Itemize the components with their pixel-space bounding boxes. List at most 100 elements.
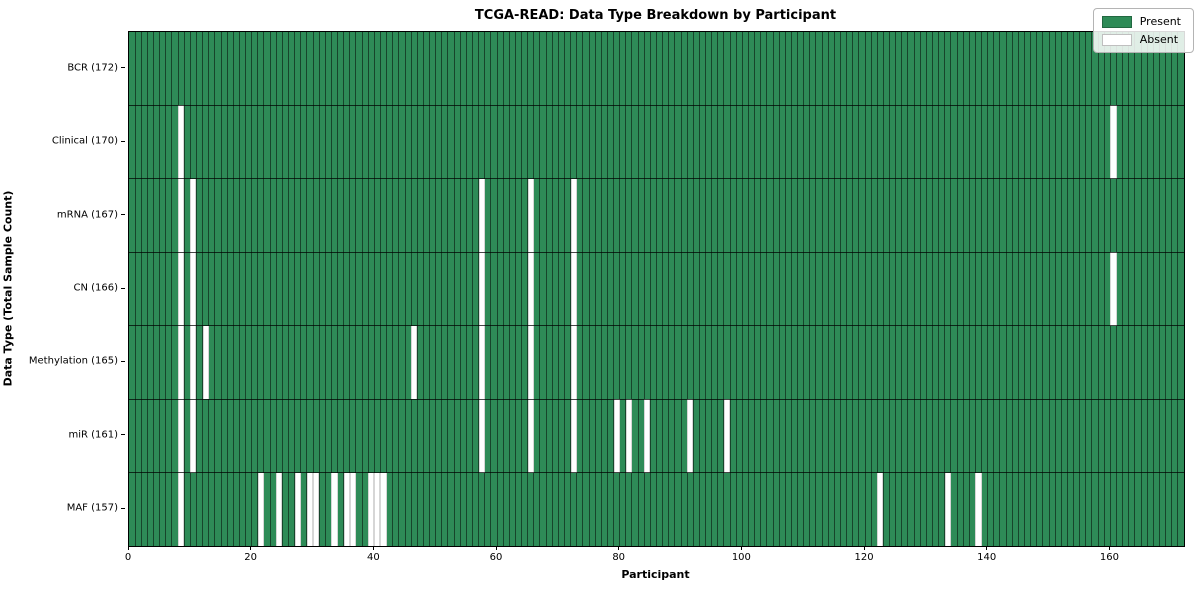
cell-edge-line [987,32,989,546]
absent-cell [368,472,375,546]
absent-cell [343,472,350,546]
cell-edge-line [797,32,799,546]
cell-edge-line [459,32,461,546]
absent-cell [687,399,694,473]
cell-edge-line [373,32,375,546]
x-axis: 0 20 40 60 80 100 120 140 160 [124,546,1183,566]
absent-cell [276,472,283,546]
cell-edge-line [153,32,155,546]
x-tick-mark [986,546,988,550]
y-tick-label: CN (166) [73,282,118,294]
y-tick-label: BCR (172) [67,62,118,74]
cell-edge-line [711,32,713,546]
absent-cell [331,472,338,546]
cell-edge-line [889,32,891,546]
cell-edge-line [846,32,848,546]
absent-cell [570,399,577,473]
absent-cell [478,178,485,253]
cell-edge-line [159,32,161,546]
cell-edge-line [649,32,651,546]
cell-edge-line [514,32,516,546]
x-tick-mark [618,546,620,550]
absent-cell [349,472,356,546]
cell-edge-line [956,32,958,546]
absent-cell [1110,105,1117,179]
cell-edge-line [386,32,388,546]
cell-edge-line [754,32,756,546]
x-tick-label: 20 [244,552,258,563]
legend-swatch-present [1101,15,1132,28]
absent-cell [478,325,485,400]
cell-edge-line [968,32,970,546]
absent-cell [625,399,632,473]
cell-edge-line [1011,32,1013,546]
cell-edge-line [521,32,523,546]
cell-edge-line [453,32,455,546]
absent-cell [570,178,577,253]
cell-edge-line [717,32,719,546]
cell-edge-line [631,32,633,546]
cell-edge-line [705,32,707,546]
x-tick-label: 0 [124,552,132,563]
absent-cell [644,399,651,473]
cell-edge-line [281,32,283,546]
cell-edge-line [784,32,786,546]
absent-cell [613,399,620,473]
absent-cell [944,472,951,546]
cell-edge-line [723,32,725,546]
row-divider-line [129,398,1184,400]
cell-edge-line [1122,32,1124,546]
cell-edge-line [643,32,645,546]
cell-edge-line [1134,32,1136,546]
cell-edge-line [422,32,424,546]
absent-cell [294,472,301,546]
cell-edge-line [343,32,345,546]
y-tick-mark [121,434,125,436]
cell-edge-line [656,32,657,546]
legend-label-absent: Absent [1139,33,1179,46]
cell-edge-line [134,32,136,546]
absent-cell [178,105,185,179]
cell-edge-line [275,32,277,546]
cell-edge-line [809,32,811,546]
cell-edge-line [545,32,547,546]
cell-edge-line [600,32,602,546]
legend-item-present: Present [1101,15,1181,28]
x-tick-label: 160 [1099,552,1119,563]
cell-edge-line [962,32,964,546]
row-divider-line [129,325,1184,327]
plot-area [128,31,1185,547]
y-tick-label: Methylation (165) [28,355,118,367]
cell-edge-line [662,32,664,546]
cell-edge-line [1005,32,1007,546]
cell-edge-line [1066,32,1068,546]
cell-edge-line [140,32,142,546]
cell-edge-line [668,32,670,546]
cell-edge-line [367,32,369,546]
cell-edge-line [416,32,418,546]
x-tick-label: 120 [854,552,874,563]
cell-edge-line [772,32,774,546]
x-tick-label: 40 [366,552,380,563]
absent-cell [527,252,534,326]
cell-edge-line [932,32,934,546]
x-tick-label: 80 [612,552,626,563]
cell-edge-line [919,32,921,546]
cell-edge-line [938,32,940,546]
cell-edge-line [876,32,878,546]
cell-edge-line [686,32,688,546]
cell-edge-line [588,32,590,546]
cell-edge-line [226,32,228,546]
y-tick-mark [121,214,125,216]
cell-edge-line [551,32,553,546]
cell-edge-line [729,32,731,546]
cell-edge-line [146,32,148,546]
cell-edge-line [613,32,615,546]
cell-edge-line [165,32,167,546]
cell-edge-line [496,32,498,546]
cell-edge-line [465,32,467,546]
cell-edge-line [471,32,473,546]
x-tick-mark [250,546,252,550]
cell-edge-line [435,32,437,546]
cell-edge-line [1030,32,1032,546]
